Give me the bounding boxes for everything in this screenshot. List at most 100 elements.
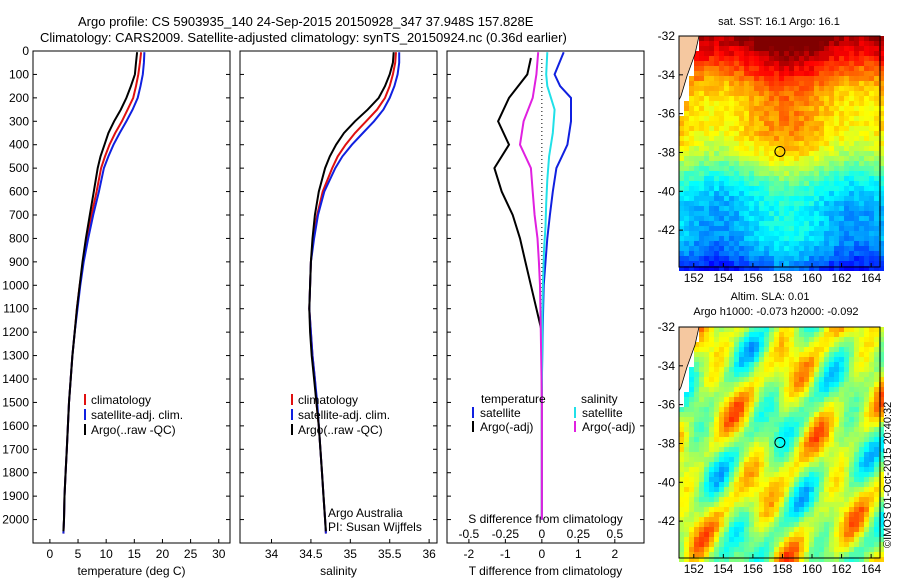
map-cell	[694, 432, 699, 437]
map-cell	[814, 76, 819, 81]
map-cell	[874, 407, 879, 412]
map-cell	[799, 327, 804, 332]
map-cell	[724, 51, 729, 56]
map-cell	[709, 517, 714, 522]
map-cell	[814, 507, 819, 512]
map-cell	[794, 61, 799, 66]
map-cell	[734, 397, 739, 402]
map-cell	[704, 402, 709, 407]
map-cell	[864, 41, 869, 46]
map-cell	[804, 352, 809, 357]
map-cell	[869, 46, 874, 51]
map-cell	[754, 457, 759, 462]
map-cell	[739, 497, 744, 502]
imos-credit: ©IMOS 01-Oct-2015 20:40:32	[882, 402, 894, 548]
map-cell	[789, 402, 794, 407]
map-cell	[799, 527, 804, 532]
map-cell	[859, 357, 864, 362]
map-cell	[704, 497, 709, 502]
map-cell	[749, 86, 754, 91]
map-cell	[854, 191, 859, 196]
map-cell	[679, 422, 684, 427]
map-cell	[804, 542, 809, 547]
map-cell	[784, 547, 789, 552]
map-cell	[684, 482, 689, 487]
map-cell	[809, 402, 814, 407]
map-cell	[714, 116, 719, 121]
map-cell	[879, 412, 884, 417]
map-cell	[759, 462, 764, 467]
map-cell	[739, 417, 744, 422]
map-cell	[744, 176, 749, 181]
map-cell	[779, 181, 784, 186]
map-cell	[774, 417, 779, 422]
map-cell	[714, 402, 719, 407]
map-cell	[719, 171, 724, 176]
map-cell	[834, 432, 839, 437]
map-cell	[829, 532, 834, 537]
map-cell	[734, 181, 739, 186]
map-cell	[864, 156, 869, 161]
map-cell	[869, 372, 874, 377]
map-cell	[764, 111, 769, 116]
map-cell	[854, 261, 859, 266]
map-cell	[724, 231, 729, 236]
map-cell	[779, 166, 784, 171]
map-cell	[844, 91, 849, 96]
map-cell	[849, 372, 854, 377]
map-cell	[714, 342, 719, 347]
map-cell	[709, 146, 714, 151]
map-cell	[834, 497, 839, 502]
map-cell	[819, 452, 824, 457]
x-tick-label: 5	[75, 547, 82, 561]
map-cell	[839, 266, 844, 271]
map-cell	[714, 36, 719, 41]
map-cell	[799, 191, 804, 196]
map-cell	[704, 412, 709, 417]
map-cell	[784, 251, 789, 256]
map-cell	[859, 226, 864, 231]
map-cell	[719, 382, 724, 387]
map-cell	[879, 226, 884, 231]
map-cell	[814, 101, 819, 106]
map-cell	[679, 186, 684, 191]
map-cell	[864, 56, 869, 61]
map-cell	[709, 427, 714, 432]
map-cell	[679, 126, 684, 131]
map-cell	[719, 512, 724, 517]
map-cell	[764, 156, 769, 161]
map-cell	[699, 342, 704, 347]
map-cell	[784, 472, 789, 477]
map-cell	[764, 412, 769, 417]
map-cell	[824, 422, 829, 427]
map-cell	[729, 201, 734, 206]
map-cell	[754, 462, 759, 467]
map-cell	[784, 76, 789, 81]
map-cell	[704, 352, 709, 357]
series-line-argoadj	[493, 57, 543, 520]
map-cell	[689, 527, 694, 532]
map-cell	[839, 472, 844, 477]
map-cell	[744, 71, 749, 76]
map-cell	[769, 347, 774, 352]
map-cell	[804, 231, 809, 236]
map-cell	[784, 136, 789, 141]
map-cell	[794, 497, 799, 502]
map-cell	[799, 166, 804, 171]
map-cell	[724, 327, 729, 332]
map-cell	[834, 146, 839, 151]
map-cell	[789, 422, 794, 427]
map-cell	[789, 191, 794, 196]
map-cell	[759, 477, 764, 482]
map-cell	[699, 106, 704, 111]
map-cell	[874, 422, 879, 427]
map-cell	[754, 171, 759, 176]
map-cell	[739, 487, 744, 492]
map-cell	[819, 427, 824, 432]
map-cell	[839, 141, 844, 146]
map-cell	[724, 477, 729, 482]
map-cell	[689, 166, 694, 171]
map-cell	[839, 507, 844, 512]
map-cell	[769, 101, 774, 106]
map-cell	[794, 417, 799, 422]
